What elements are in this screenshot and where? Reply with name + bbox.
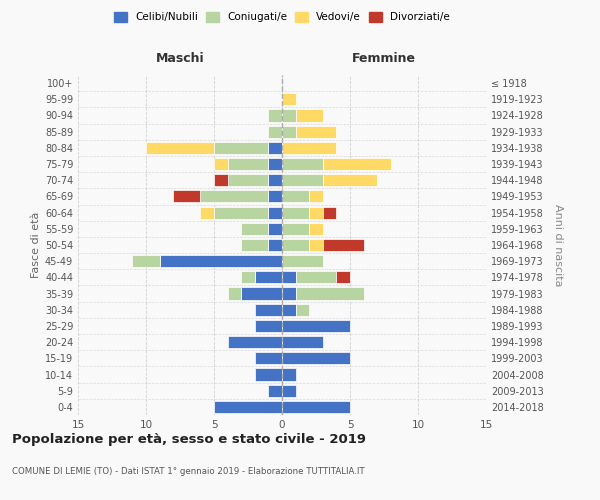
Bar	[282, 110, 296, 122]
Text: Maschi: Maschi	[155, 52, 205, 65]
Bar	[268, 174, 282, 186]
Bar	[268, 239, 282, 251]
Legend: Celibi/Nubili, Coniugati/e, Vedovi/e, Divorziati/e: Celibi/Nubili, Coniugati/e, Vedovi/e, Di…	[114, 12, 450, 22]
Bar	[296, 126, 337, 138]
Bar	[268, 222, 282, 235]
Bar	[268, 126, 282, 138]
Bar	[255, 352, 282, 364]
Bar	[200, 190, 268, 202]
Text: Femmine: Femmine	[352, 52, 416, 65]
Bar	[323, 158, 391, 170]
Bar	[241, 222, 268, 235]
Bar	[323, 174, 377, 186]
Bar	[309, 190, 323, 202]
Bar	[282, 272, 296, 283]
Bar	[296, 304, 309, 316]
Bar	[282, 384, 296, 397]
Bar	[241, 288, 282, 300]
Bar	[227, 174, 268, 186]
Bar	[214, 174, 227, 186]
Text: COMUNE DI LEMIE (TO) - Dati ISTAT 1° gennaio 2019 - Elaborazione TUTTITALIA.IT: COMUNE DI LEMIE (TO) - Dati ISTAT 1° gen…	[12, 468, 365, 476]
Bar	[255, 272, 282, 283]
Bar	[146, 142, 214, 154]
Bar	[296, 288, 364, 300]
Bar	[309, 222, 323, 235]
Bar	[282, 93, 296, 106]
Bar	[214, 158, 227, 170]
Bar	[296, 110, 323, 122]
Bar	[282, 206, 309, 218]
Y-axis label: Anni di nascita: Anni di nascita	[553, 204, 563, 286]
Bar	[309, 206, 323, 218]
Bar	[255, 304, 282, 316]
Bar	[227, 288, 241, 300]
Bar	[282, 190, 309, 202]
Bar	[282, 158, 323, 170]
Bar	[160, 255, 282, 268]
Bar	[268, 110, 282, 122]
Bar	[282, 288, 296, 300]
Bar	[268, 384, 282, 397]
Bar	[200, 206, 214, 218]
Bar	[282, 304, 296, 316]
Bar	[227, 336, 282, 348]
Bar	[309, 239, 323, 251]
Text: Popolazione per età, sesso e stato civile - 2019: Popolazione per età, sesso e stato civil…	[12, 432, 366, 446]
Bar	[282, 336, 323, 348]
Bar	[282, 320, 350, 332]
Bar	[241, 272, 255, 283]
Bar	[214, 142, 268, 154]
Bar	[282, 401, 350, 413]
Bar	[255, 320, 282, 332]
Bar	[282, 368, 296, 380]
Bar	[323, 239, 364, 251]
Bar	[214, 206, 268, 218]
Bar	[173, 190, 200, 202]
Bar	[282, 126, 296, 138]
Bar	[227, 158, 268, 170]
Bar	[323, 206, 337, 218]
Bar	[241, 239, 268, 251]
Bar	[214, 401, 282, 413]
Bar	[255, 368, 282, 380]
Bar	[282, 239, 309, 251]
Bar	[282, 142, 337, 154]
Bar	[282, 222, 309, 235]
Bar	[268, 206, 282, 218]
Bar	[133, 255, 160, 268]
Bar	[268, 158, 282, 170]
Bar	[296, 272, 337, 283]
Bar	[282, 174, 323, 186]
Y-axis label: Fasce di età: Fasce di età	[31, 212, 41, 278]
Bar	[282, 352, 350, 364]
Bar	[268, 190, 282, 202]
Bar	[282, 255, 323, 268]
Bar	[268, 142, 282, 154]
Bar	[337, 272, 350, 283]
